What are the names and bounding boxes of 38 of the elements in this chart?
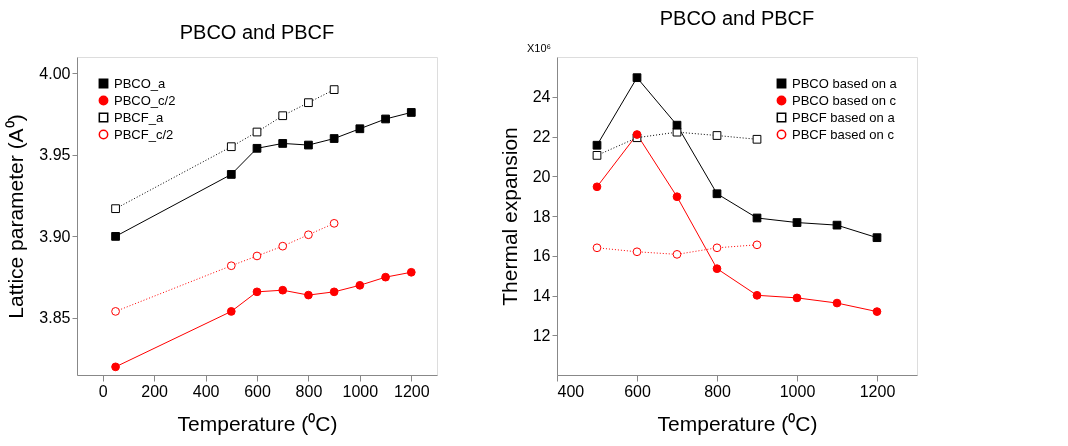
chart-title: PBCO and PBCF: [659, 7, 815, 29]
legend-label: PBCF based on a: [792, 109, 896, 125]
y-tick-label: 24: [532, 88, 551, 106]
y-axis-title: Thermal expansion: [497, 127, 521, 306]
y-tick-label: 16: [532, 247, 551, 265]
x-tick-label: 800: [704, 382, 731, 400]
y-tick-label: 3.85: [39, 309, 71, 327]
x-axis-title: Temperature (⁰C): [177, 411, 338, 435]
y-tick-label: 14: [532, 287, 551, 304]
y-tick-label: 4.00: [39, 64, 71, 82]
y-tick-label: 3.95: [39, 146, 71, 164]
x-tick-label: 1000: [779, 382, 816, 400]
y-tick-label: 3.90: [39, 227, 71, 245]
x-tick-label: 800: [295, 382, 323, 400]
legend-label: PBCF based on c: [792, 126, 895, 142]
legend-label: PBCF_c/2: [114, 126, 174, 142]
chart-title: PBCO and PBCF: [179, 21, 335, 43]
y-tick-label: 12: [532, 326, 551, 344]
y-tick-label: 22: [532, 128, 551, 145]
x-tick-label: 1000: [342, 382, 379, 400]
y-tick-label: 18: [532, 207, 551, 225]
legend-label: PBCO_c/2: [114, 92, 176, 108]
legend-label: PBCO based on c: [792, 92, 897, 108]
x-tick-label: 1200: [859, 382, 896, 400]
x-tick-label: 600: [624, 382, 651, 400]
x-tick-label: 0: [98, 382, 108, 400]
legend-label: PBCO based on a: [792, 75, 898, 91]
x-tick-label: 200: [141, 382, 169, 400]
legend-label: PBCO_a: [114, 75, 167, 91]
x-axis-title: Temperature (⁰C): [657, 411, 818, 435]
x-tick-label: 400: [557, 382, 585, 400]
text: X10⁶: [527, 42, 552, 54]
x-tick-label: 1200: [393, 382, 430, 400]
legend-label: PBCF_a: [114, 109, 164, 125]
x-tick-label: 400: [192, 382, 220, 400]
y-axis-title: Lattice parameter (A⁰): [4, 114, 28, 319]
x-tick-label: 600: [244, 382, 271, 400]
y-tick-label: 20: [532, 167, 551, 185]
